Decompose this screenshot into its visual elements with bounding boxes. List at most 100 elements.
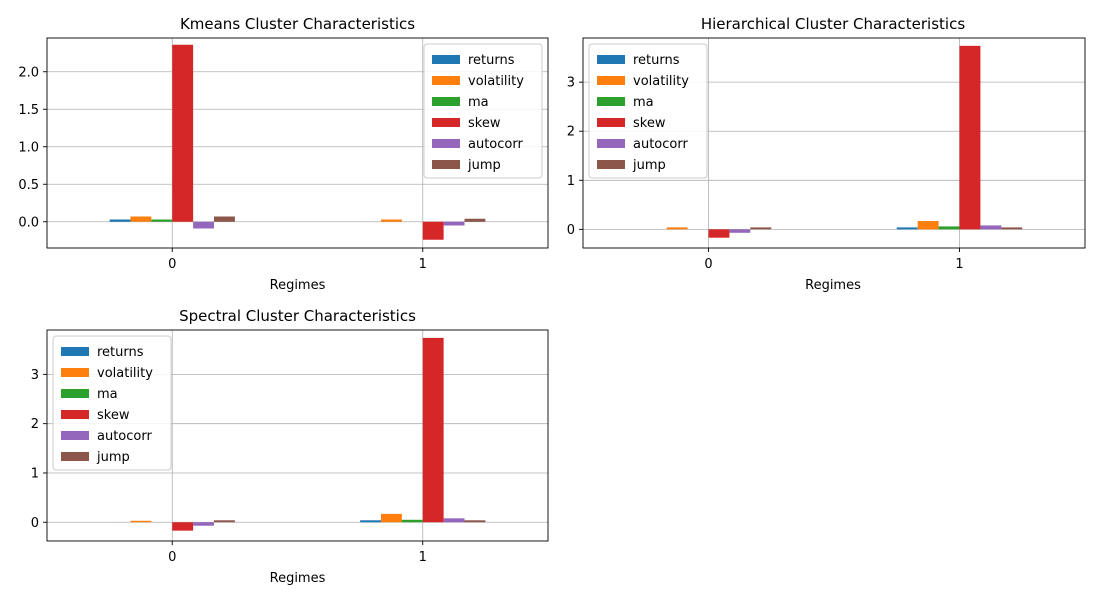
y-tick-label: 2.0 xyxy=(18,65,39,80)
bar-volatility-regime-0 xyxy=(666,227,688,230)
legend-swatch-volatility xyxy=(597,76,625,85)
y-tick-label: 2 xyxy=(31,417,39,432)
y-tick-label: 3 xyxy=(567,76,575,91)
bar-skew-regime-1 xyxy=(422,337,444,523)
legend: returns volatility ma skew autocorr jump xyxy=(588,43,708,179)
legend-label-autocorr: autocorr xyxy=(633,137,688,152)
chart-title: Spectral Cluster Characteristics xyxy=(179,307,416,325)
legend-swatch-autocorr xyxy=(432,139,460,148)
legend-label-volatility: volatility xyxy=(97,366,153,381)
x-tick-label: 0 xyxy=(168,257,176,272)
legend: returns volatility ma skew autocorr jump xyxy=(52,335,172,471)
legend-swatch-returns xyxy=(432,55,460,64)
bar-ma-regime-1 xyxy=(938,226,960,230)
bar-autocorr-regime-1 xyxy=(443,518,465,523)
legend-label-jump: jump xyxy=(632,158,666,173)
bar-jump-regime-0 xyxy=(214,216,235,222)
y-tick-label: 3 xyxy=(31,368,39,383)
bar-skew-regime-1 xyxy=(422,221,444,240)
bar-skew-regime-0 xyxy=(708,229,730,238)
bar-autocorr-regime-1 xyxy=(443,221,465,226)
bar-ma-regime-0 xyxy=(151,219,173,222)
legend-label-ma: ma xyxy=(468,95,489,110)
x-tick-label: 1 xyxy=(955,257,963,272)
x-tick-label: 1 xyxy=(419,550,427,565)
bar-volatility-regime-0 xyxy=(130,520,152,523)
bar-autocorr-regime-0 xyxy=(193,522,214,526)
legend-label-ma: ma xyxy=(97,387,118,402)
legend-swatch-ma xyxy=(597,97,625,106)
spectral-plot-area: 0 1 2 3 0 1 returns volatility ma skew autocorr jum… xyxy=(31,329,549,565)
bar-volatility-regime-1 xyxy=(381,513,402,523)
legend-swatch-skew xyxy=(432,118,460,127)
legend-label-skew: skew xyxy=(97,408,130,423)
legend-swatch-ma xyxy=(432,97,460,106)
legend-label-autocorr: autocorr xyxy=(97,429,152,444)
legend-swatch-volatility xyxy=(432,76,460,85)
y-tick-label: 0.0 xyxy=(18,215,39,230)
axes-frame xyxy=(46,37,549,249)
legend-label-ma: ma xyxy=(633,95,654,110)
bar-jump-regime-1 xyxy=(464,520,486,523)
x-axis-label: Regimes xyxy=(805,278,861,293)
legend-swatch-jump xyxy=(432,160,460,169)
bar-volatility-regime-1 xyxy=(381,219,402,222)
legend-swatch-returns xyxy=(597,55,625,64)
bar-autocorr-regime-1 xyxy=(980,225,1002,230)
bar-jump-regime-0 xyxy=(214,520,235,523)
legend-label-jump: jump xyxy=(467,158,501,173)
y-tick-label: 1.5 xyxy=(18,103,39,118)
axes-frame xyxy=(46,329,549,542)
legend-label-jump: jump xyxy=(96,450,130,465)
kmeans-plot-area: 0.0 0.5 1.0 1.5 2.0 0 1 returns volatility ma skew… xyxy=(18,37,549,272)
bar-jump-regime-1 xyxy=(464,218,486,222)
x-tick-label: 0 xyxy=(168,550,176,565)
x-axis-label: Regimes xyxy=(270,571,326,586)
bar-returns-regime-1 xyxy=(896,227,918,230)
y-tick-label: 1 xyxy=(567,174,575,189)
legend-label-skew: skew xyxy=(633,116,666,131)
legend: returns volatility ma skew autocorr jump xyxy=(423,43,543,179)
bar-autocorr-regime-0 xyxy=(193,221,214,229)
legend-label-returns: returns xyxy=(97,345,144,360)
x-tick-label: 0 xyxy=(704,257,712,272)
x-axis-label: Regimes xyxy=(270,278,326,293)
bar-ma-regime-1 xyxy=(401,519,423,523)
bar-returns-regime-0 xyxy=(109,219,131,222)
legend-swatch-jump xyxy=(597,160,625,169)
bar-skew-regime-0 xyxy=(172,522,194,531)
y-tick-label: 1 xyxy=(31,466,39,481)
bar-autocorr-regime-0 xyxy=(729,229,751,233)
legend-label-returns: returns xyxy=(633,53,680,68)
legend-swatch-returns xyxy=(61,347,89,356)
legend-swatch-autocorr xyxy=(61,431,89,440)
legend-label-autocorr: autocorr xyxy=(468,137,523,152)
y-tick-label: 2 xyxy=(567,125,575,140)
legend-label-returns: returns xyxy=(468,53,515,68)
hierarchical-plot-area: 0 1 2 3 0 1 returns volatility ma skew autocorr jum… xyxy=(567,37,1086,272)
kmeans-chart: Kmeans Cluster Characteristics 0.0 0.5 1.0… xyxy=(18,15,549,293)
legend-swatch-skew xyxy=(597,118,625,127)
hierarchical-chart: Hierarchical Cluster Characteristics 0 1 2… xyxy=(567,15,1086,293)
legend-swatch-jump xyxy=(61,452,89,461)
legend-swatch-skew xyxy=(61,410,89,419)
legend-swatch-volatility xyxy=(61,368,89,377)
legend-label-volatility: volatility xyxy=(468,74,524,89)
y-tick-label: 0.5 xyxy=(18,178,39,193)
legend-label-volatility: volatility xyxy=(633,74,689,89)
legend-label-skew: skew xyxy=(468,116,501,131)
bar-skew-regime-1 xyxy=(959,45,981,230)
y-tick-label: 1.0 xyxy=(18,140,39,155)
bar-jump-regime-1 xyxy=(1001,227,1023,230)
legend-swatch-ma xyxy=(61,389,89,398)
axes-frame xyxy=(582,37,1086,249)
bar-volatility-regime-1 xyxy=(917,221,939,230)
bar-jump-regime-0 xyxy=(750,227,772,230)
chart-title: Kmeans Cluster Characteristics xyxy=(180,15,415,33)
bar-skew-regime-0 xyxy=(172,44,194,222)
bar-volatility-regime-0 xyxy=(130,216,152,222)
x-tick-label: 1 xyxy=(419,257,427,272)
